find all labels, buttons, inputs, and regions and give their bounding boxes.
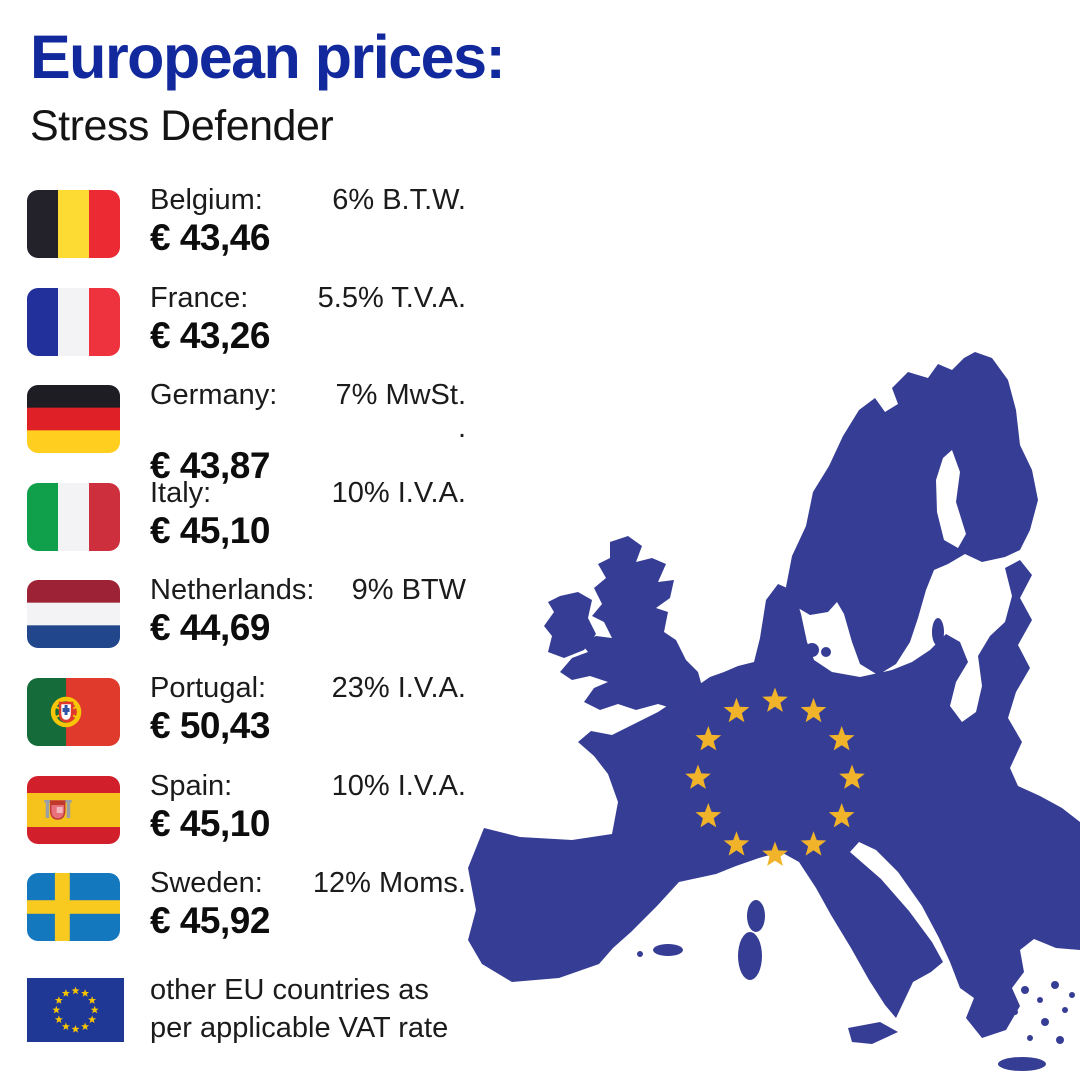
price-row-spain: Spain: 10% I.V.A. € 45,10 — [27, 770, 472, 846]
germany-flag-icon — [27, 385, 120, 454]
country-label: Portugal: — [150, 672, 267, 704]
vat-rate: 10% I.V.A. — [331, 476, 466, 509]
price-value: € 43,87 — [150, 445, 270, 487]
gotland-shape — [932, 618, 944, 646]
price-row-germany: Germany: 7% MwSt. . € 43,87 — [27, 379, 472, 486]
price-row-france: France: 5.5% T.V.A. € 43,26 — [27, 282, 472, 358]
italy-flag-icon — [27, 482, 120, 551]
europe-map — [468, 352, 1080, 1071]
sicily-shape — [848, 1022, 898, 1044]
vat-rate: 23% I.V.A. — [331, 672, 466, 704]
price-row-text: France: 5.5% T.V.A. € 43,26 — [150, 282, 466, 356]
price-row-sweden: Sweden: 12% Moms. € 45,92 — [27, 867, 472, 943]
price-row-text: Belgium: 6% B.T.W. € 43,46 — [150, 184, 466, 258]
page-title: European prices: — [30, 23, 506, 91]
country-label: Germany: — [150, 379, 278, 412]
country-label: Belgium: — [150, 184, 263, 216]
spain-flag-icon — [27, 775, 120, 844]
country-label: Spain: — [150, 769, 233, 802]
eu-flag-icon — [27, 978, 124, 1042]
eu-stars-circle — [685, 687, 865, 866]
country-label: Sweden: — [150, 867, 263, 900]
price-row-text: Spain: 10% I.V.A. € 45,10 — [150, 770, 466, 844]
netherlands-flag-icon — [27, 580, 120, 649]
price-value: € 45,10 — [150, 509, 270, 551]
price-value: € 50,43 — [150, 705, 270, 746]
footer-note-line2: per applicable VAT rate — [150, 1012, 449, 1044]
scandinavia-shape — [786, 352, 1038, 675]
country-label: Italy: — [150, 476, 212, 509]
price-row-text: Sweden: 12% Moms. € 45,92 — [150, 867, 466, 941]
great-britain-shape — [560, 536, 703, 710]
price-value: € 43,46 — [150, 217, 270, 258]
aegean-islands — [1012, 981, 1075, 1044]
vat-rate: 5.5% T.V.A. — [317, 281, 466, 314]
footer-note-line1: other EU countries as — [150, 974, 429, 1006]
europe-mainland-shape — [468, 560, 1080, 1038]
france-flag-icon — [27, 287, 120, 356]
footer-note-text: other EU countries as per applicable VAT… — [150, 971, 448, 1047]
page-subtitle: Stress Defender — [30, 102, 334, 150]
sweden-flag-icon — [27, 873, 120, 942]
price-value: € 44,69 — [150, 607, 270, 649]
price-row-text: Portugal: 23% I.V.A. € 50,43 — [150, 672, 466, 746]
price-value: € 43,26 — [150, 314, 270, 356]
price-row-text: Netherlands: 9% BTW € 44,69 — [150, 574, 466, 648]
balearics-shape — [653, 944, 683, 956]
crete-shape — [998, 1057, 1046, 1071]
ireland-shape — [544, 592, 596, 658]
vat-rate: 10% I.V.A. — [331, 769, 466, 802]
portugal-flag-icon — [27, 678, 120, 746]
price-row-belgium: Belgium: 6% B.T.W. € 43,46 — [27, 184, 472, 260]
sardinia-shape — [738, 932, 762, 980]
danish-isles-shape — [805, 643, 819, 657]
price-value: € 45,92 — [150, 900, 270, 942]
belgium-flag-icon — [27, 190, 120, 258]
price-row-portugal: Portugal: 23% I.V.A. € 50,43 — [27, 672, 472, 748]
vat-rate: 7% MwSt. . — [335, 379, 466, 445]
price-row-text: Italy: 10% I.V.A. € 45,10 — [150, 477, 466, 551]
vat-rate: 12% Moms. — [312, 867, 466, 900]
country-label: France: — [150, 281, 249, 314]
vat-rate: 6% B.T.W. — [332, 184, 466, 216]
vat-rate: 9% BTW — [351, 574, 466, 607]
price-row-italy: Italy: 10% I.V.A. € 45,10 — [27, 477, 472, 553]
price-row-netherlands: Netherlands: 9% BTW € 44,69 — [27, 574, 472, 650]
price-row-text: Germany: 7% MwSt. . € 43,87 — [150, 379, 466, 486]
country-label: Netherlands: — [150, 574, 315, 607]
price-value: € 45,10 — [150, 802, 270, 844]
corsica-shape — [747, 900, 765, 932]
